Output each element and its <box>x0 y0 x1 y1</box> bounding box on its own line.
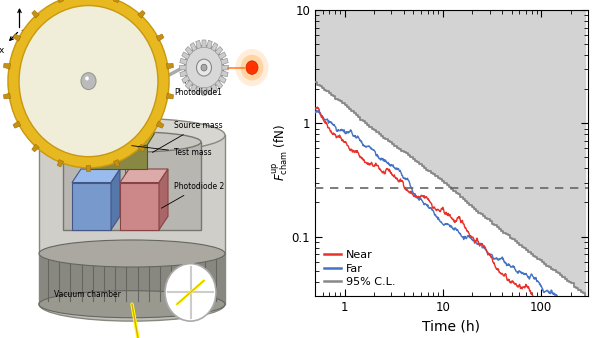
Ellipse shape <box>39 287 225 321</box>
Circle shape <box>81 73 96 90</box>
Text: Source mass: Source mass <box>152 121 223 152</box>
Polygon shape <box>156 34 164 41</box>
Polygon shape <box>206 87 212 95</box>
Polygon shape <box>211 84 218 93</box>
Ellipse shape <box>14 0 163 162</box>
Polygon shape <box>32 10 39 18</box>
Polygon shape <box>222 65 229 70</box>
Polygon shape <box>185 80 193 89</box>
Polygon shape <box>211 43 218 51</box>
Circle shape <box>201 64 207 71</box>
Polygon shape <box>156 121 164 128</box>
Ellipse shape <box>39 240 225 267</box>
Polygon shape <box>185 47 193 55</box>
Bar <box>39 135 225 304</box>
Circle shape <box>114 139 123 149</box>
Polygon shape <box>58 0 64 3</box>
Polygon shape <box>218 76 226 83</box>
FancyBboxPatch shape <box>72 183 111 230</box>
Text: Photodiode 2: Photodiode 2 <box>161 182 224 208</box>
FancyBboxPatch shape <box>63 142 201 230</box>
Legend: Near, Far, 95% C.L.: Near, Far, 95% C.L. <box>320 247 399 290</box>
Polygon shape <box>215 80 223 89</box>
Polygon shape <box>202 40 206 47</box>
Polygon shape <box>13 34 21 41</box>
X-axis label: Time (h): Time (h) <box>422 319 481 333</box>
Polygon shape <box>221 70 228 77</box>
Polygon shape <box>218 52 226 59</box>
Polygon shape <box>206 40 212 49</box>
Ellipse shape <box>63 132 201 152</box>
Polygon shape <box>182 76 190 83</box>
Polygon shape <box>138 10 145 18</box>
Polygon shape <box>166 93 173 99</box>
Polygon shape <box>4 93 11 99</box>
Polygon shape <box>113 0 119 3</box>
Polygon shape <box>180 70 187 77</box>
Ellipse shape <box>37 14 139 149</box>
Bar <box>39 254 225 304</box>
Circle shape <box>197 59 212 76</box>
Polygon shape <box>221 58 228 65</box>
Polygon shape <box>58 160 64 167</box>
Circle shape <box>241 55 263 80</box>
Ellipse shape <box>39 291 225 318</box>
Polygon shape <box>179 65 186 70</box>
Circle shape <box>246 61 258 74</box>
Circle shape <box>235 49 269 86</box>
Circle shape <box>85 76 89 80</box>
Polygon shape <box>180 58 187 65</box>
Ellipse shape <box>39 118 225 152</box>
Polygon shape <box>13 121 21 128</box>
Text: Photodiode1: Photodiode1 <box>174 83 222 97</box>
Polygon shape <box>196 87 202 95</box>
Polygon shape <box>182 52 190 59</box>
Polygon shape <box>120 169 168 183</box>
Polygon shape <box>113 160 119 167</box>
Polygon shape <box>196 40 202 49</box>
Polygon shape <box>111 169 120 230</box>
Text: Test mass: Test mass <box>132 146 212 158</box>
Text: y: y <box>45 26 50 35</box>
Polygon shape <box>138 144 145 152</box>
Polygon shape <box>4 64 11 69</box>
Circle shape <box>185 46 224 90</box>
Polygon shape <box>90 134 155 145</box>
Polygon shape <box>190 84 197 93</box>
Polygon shape <box>166 64 173 69</box>
Polygon shape <box>190 43 197 51</box>
Text: z: z <box>17 0 22 2</box>
Text: x: x <box>0 46 5 55</box>
Polygon shape <box>86 166 91 172</box>
FancyBboxPatch shape <box>120 183 159 230</box>
Polygon shape <box>32 144 39 152</box>
Polygon shape <box>72 169 120 183</box>
Text: Vacuum chamber: Vacuum chamber <box>54 290 121 299</box>
Polygon shape <box>215 47 223 55</box>
Polygon shape <box>202 88 206 95</box>
Circle shape <box>165 264 216 321</box>
Polygon shape <box>159 169 168 230</box>
Y-axis label: $F_{\rm cham}^{\rm up}$ (fN): $F_{\rm cham}^{\rm up}$ (fN) <box>271 125 290 181</box>
FancyBboxPatch shape <box>90 145 147 169</box>
